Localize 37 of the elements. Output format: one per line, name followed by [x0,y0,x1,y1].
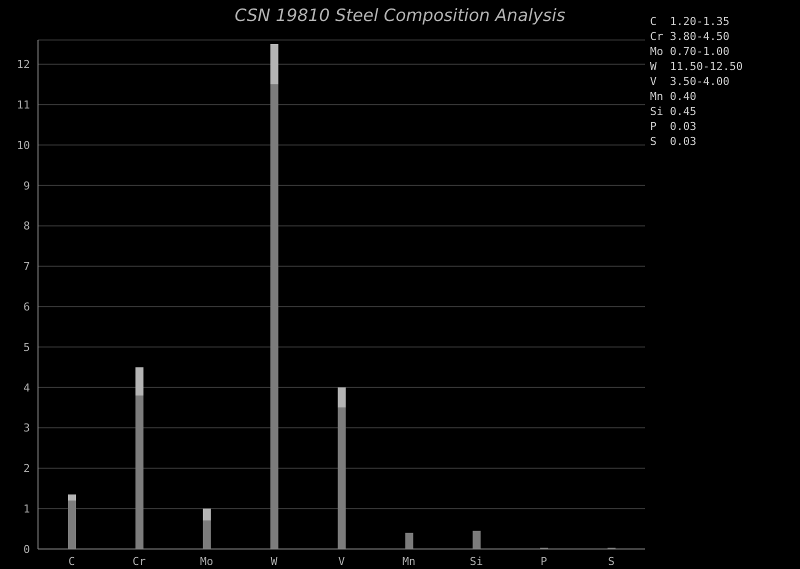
text: S 0.03 [650,134,698,149]
text: Cr 3.80-4.50 [650,29,730,44]
text: Si 0.45 [650,104,698,119]
x-tick-label: S [608,554,615,568]
y-tick-label: 4 [23,381,30,394]
x-tick-label: Mn [402,554,416,568]
y-tick-label: 3 [23,422,30,435]
x-tick-label: Mo [200,554,214,568]
text: Mn 0.40 [650,89,698,104]
y-tick-label: 2 [23,462,30,476]
x-tick-label: Cr [132,554,146,568]
chart-title: CSN 19810 Steel Composition Analysis [234,6,566,26]
y-tick-label: 0 [23,542,30,556]
bar [135,367,144,396]
y-tick-label: 1 [23,502,30,516]
y-tick-label: 7 [23,260,30,274]
y-tick-label: 6 [23,300,30,314]
bar [270,44,278,84]
bar [338,387,346,408]
y-tick-label: 12 [16,58,30,72]
text: C 1.20-1.35 [650,14,730,29]
x-tick-label: V [338,554,346,568]
y-tick-label: 11 [16,98,30,112]
y-tick-label: 10 [16,138,30,152]
x-tick-label: W [270,554,278,568]
y-tick-label: 8 [23,220,30,233]
text: W 11.50-12.50 [650,59,743,74]
y-tick-label: 5 [23,340,30,354]
x-tick-label: C [68,554,76,568]
text: P 0.03 [650,119,698,134]
y-tick-label: 9 [23,179,30,192]
x-tick-label: Si [470,554,484,568]
text: V 3.50-4.00 [650,74,730,89]
bar [68,494,76,501]
x-tick-label: P [540,554,548,568]
bar [202,508,211,521]
text: Mo 0.70-1.00 [650,44,730,59]
